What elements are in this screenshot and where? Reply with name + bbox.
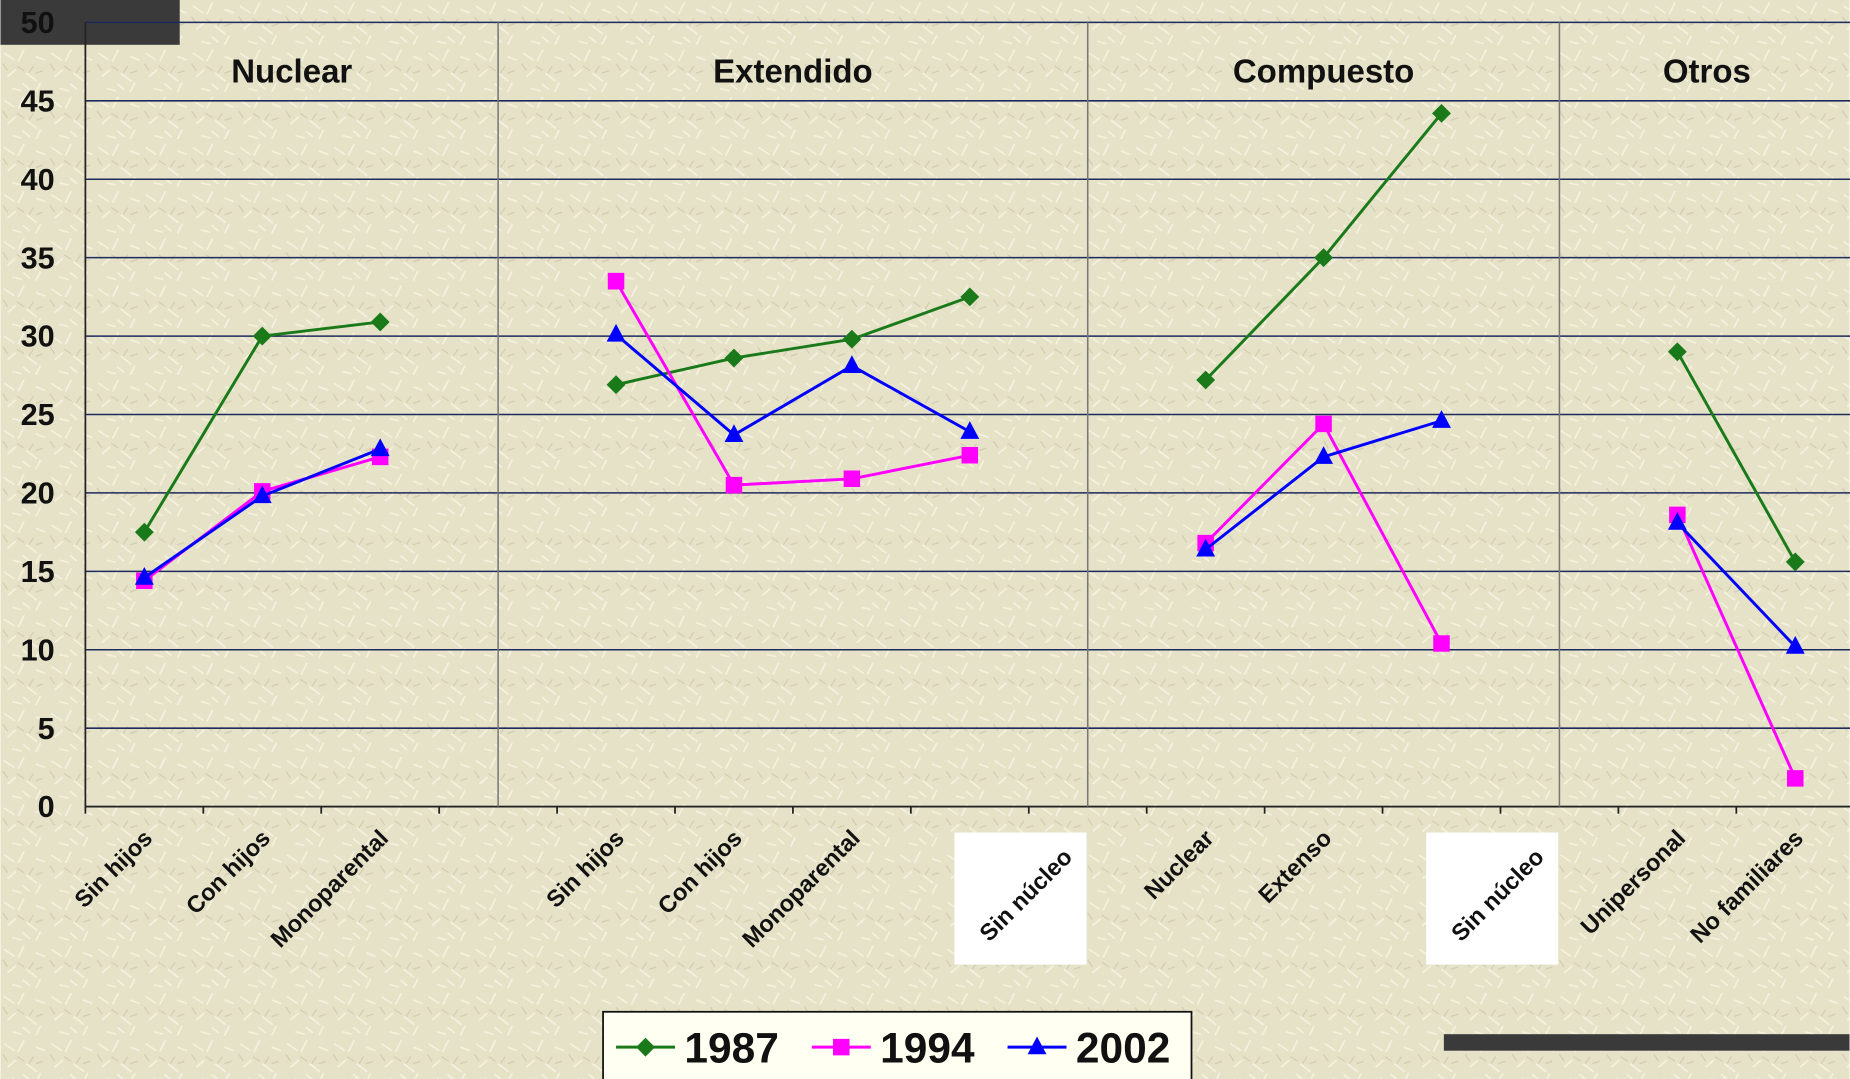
marker	[724, 424, 744, 442]
marker	[842, 329, 862, 349]
group-label: Extendido	[713, 53, 873, 90]
marker	[1315, 415, 1332, 433]
marker	[1787, 770, 1804, 787]
marker	[606, 323, 626, 342]
marker	[1314, 446, 1334, 464]
y-tick-label: 35	[21, 241, 55, 275]
y-tick-label: 40	[21, 163, 55, 197]
group-label: Otros	[1663, 53, 1751, 90]
legend-label: 1994	[880, 1024, 975, 1071]
y-tick-label: 5	[38, 712, 55, 746]
series-line	[1676, 514, 1797, 779]
series-line	[615, 333, 971, 437]
y-tick-label: 50	[21, 6, 55, 40]
y-tick-label: 30	[21, 320, 55, 354]
marker	[1667, 342, 1687, 362]
marker	[1432, 410, 1451, 428]
label-box	[954, 832, 1087, 965]
group-label: Nuclear	[231, 53, 352, 90]
legend-label: 2002	[1076, 1024, 1170, 1071]
group-label: Compuesto	[1233, 53, 1415, 90]
series-line	[1676, 351, 1797, 563]
y-tick-label: 15	[21, 555, 55, 589]
marker	[606, 375, 626, 395]
legend: 1987 1994 2002	[602, 1010, 1193, 1079]
marker	[833, 1038, 850, 1056]
marker	[252, 485, 272, 504]
label-box	[1426, 832, 1559, 965]
series-line	[1676, 521, 1797, 648]
marker	[1432, 103, 1451, 123]
marker	[1196, 538, 1216, 557]
y-tick-label: 45	[21, 84, 55, 118]
y-tick-label: 0	[38, 790, 55, 824]
y-tick-label: 20	[21, 477, 55, 511]
y-tick-label: 10	[21, 633, 55, 667]
legend-label: 1987	[684, 1024, 778, 1071]
marker	[842, 355, 862, 373]
marker	[960, 421, 980, 439]
marker	[843, 470, 861, 488]
marker	[370, 312, 390, 332]
marker	[134, 566, 154, 585]
marker	[1433, 635, 1450, 652]
marker	[607, 272, 625, 290]
marker	[725, 476, 743, 494]
marker	[370, 438, 390, 457]
marker	[252, 326, 272, 346]
corner-bar	[1443, 1034, 1850, 1051]
marker	[1027, 1036, 1047, 1055]
marker	[1785, 636, 1805, 654]
legend-box	[602, 1010, 1193, 1079]
marker	[1667, 512, 1687, 530]
marker	[961, 447, 979, 464]
series-line	[615, 295, 971, 387]
y-tick-label: 25	[21, 398, 55, 432]
